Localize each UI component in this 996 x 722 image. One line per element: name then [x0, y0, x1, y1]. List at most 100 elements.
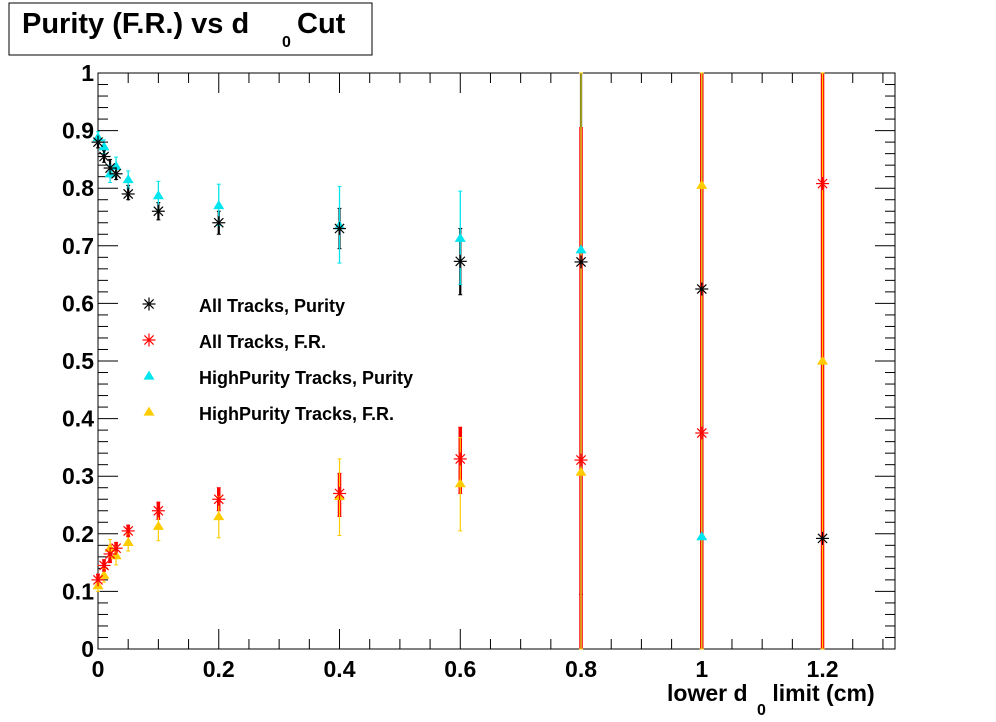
xlabel-main: lower d — [667, 680, 748, 706]
data-point — [816, 177, 830, 191]
data-point — [121, 187, 135, 201]
legend: All Tracks, Purity All Tracks, F.R. HighPu… — [142, 296, 413, 424]
star-stroke — [213, 217, 224, 228]
data-point — [574, 453, 588, 467]
star-stroke — [99, 560, 110, 571]
x-tick-label: 0.4 — [324, 656, 356, 682]
star-stroke — [111, 168, 122, 179]
star-stroke — [123, 525, 134, 536]
legend-marker — [143, 406, 155, 416]
data-point — [696, 531, 708, 541]
title-main: Purity (F.R.) vs d — [22, 8, 249, 40]
legend-marker — [142, 333, 156, 347]
data-markers — [91, 132, 830, 590]
data-point — [575, 244, 587, 254]
data-point — [91, 573, 105, 587]
title-tail: Cut — [297, 8, 346, 40]
star-stroke — [111, 543, 122, 554]
legend-label: All Tracks, Purity — [199, 296, 345, 316]
x-tick-label: 0.6 — [444, 656, 476, 682]
data-point — [98, 141, 110, 151]
data-point — [454, 232, 466, 242]
y-tick-label: 0.9 — [62, 118, 94, 144]
star-stroke — [696, 427, 707, 439]
chart-title: Purity (F.R.) vs d 0 Cut — [8, 2, 373, 56]
data-point — [97, 150, 111, 164]
data-point — [575, 466, 587, 476]
data-point — [122, 537, 134, 547]
x-tick-label: 0.2 — [203, 656, 235, 682]
star-stroke — [153, 206, 164, 217]
x-tick-label: 1 — [695, 656, 708, 682]
star-stroke — [334, 488, 345, 499]
axis-tick-labels: 0 0.1 0.2 0.3 0.4 0.5 0.6 0.7 0.8 0.9 1 0 0.2 0.4 0.6 0… — [62, 60, 839, 682]
star-stroke — [99, 151, 110, 162]
data-point — [212, 492, 226, 506]
xlabel-subscript: 0 — [757, 702, 766, 719]
axis-ticks — [97, 72, 895, 650]
star-stroke — [92, 574, 104, 585]
data-point — [103, 161, 117, 175]
data-point — [454, 478, 466, 488]
data-point — [151, 504, 165, 518]
x-axis-label: lower d 0 limit (cm) — [667, 680, 875, 719]
x-tick-label: 0 — [92, 656, 105, 682]
data-point — [213, 511, 225, 521]
legend-label: HighPurity Tracks, Purity — [199, 368, 413, 388]
legend-marker — [142, 297, 156, 311]
data-point — [333, 486, 347, 500]
data-point — [453, 452, 467, 466]
legend-marker — [143, 370, 155, 380]
data-point — [91, 135, 105, 149]
star-stroke — [455, 453, 466, 464]
star-stroke — [696, 283, 707, 295]
data-point — [104, 542, 116, 552]
data-point — [817, 355, 829, 365]
y-tick-label: 0.6 — [62, 290, 94, 316]
y-tick-label: 0.7 — [62, 233, 94, 259]
star-stroke — [143, 334, 155, 346]
data-point — [109, 541, 123, 555]
data-point — [213, 200, 225, 210]
data-point — [453, 254, 467, 268]
star-stroke — [334, 223, 345, 234]
title-subscript: 0 — [282, 34, 291, 51]
y-tick-label: 0 — [81, 636, 94, 662]
star-stroke — [153, 505, 164, 516]
y-tick-label: 0.3 — [62, 463, 94, 489]
data-point — [816, 531, 830, 545]
data-point — [695, 426, 709, 440]
xlabel-tail: limit (cm) — [766, 680, 875, 706]
data-point — [121, 524, 135, 538]
star-stroke — [123, 188, 134, 199]
star-stroke — [143, 298, 155, 310]
legend-label: HighPurity Tracks, F.R. — [199, 404, 394, 424]
star-stroke — [817, 178, 828, 189]
y-tick-label: 0.4 — [62, 406, 94, 432]
y-tick-label: 0.8 — [62, 175, 94, 201]
plot-frame — [97, 72, 896, 650]
data-point — [152, 190, 164, 200]
star-stroke — [455, 256, 466, 267]
y-tick-label: 0.1 — [62, 578, 94, 604]
star-stroke — [576, 256, 587, 267]
star-stroke — [213, 494, 224, 505]
data-point — [152, 520, 164, 530]
star-stroke — [817, 533, 828, 544]
data-point — [333, 222, 347, 236]
data-point — [151, 204, 165, 218]
y-tick-label: 0.2 — [62, 521, 94, 547]
data-point — [695, 282, 709, 296]
title-box — [8, 2, 373, 56]
y-tick-label: 1 — [81, 60, 94, 86]
data-point — [109, 167, 123, 181]
star-stroke — [576, 455, 587, 466]
x-tick-label: 0.8 — [565, 656, 597, 682]
data-point — [97, 558, 111, 572]
star-stroke — [105, 163, 116, 174]
error-bars — [96, 72, 825, 650]
star-stroke — [92, 137, 104, 148]
y-tick-label: 0.5 — [62, 348, 94, 374]
data-point — [122, 174, 134, 184]
